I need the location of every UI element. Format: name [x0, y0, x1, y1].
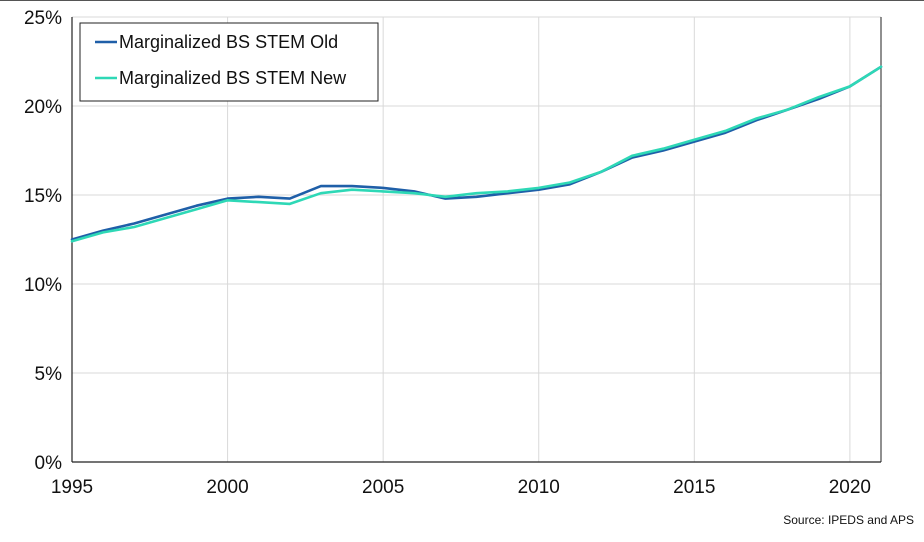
x-tick-label: 2005: [362, 477, 404, 498]
y-tick-label: 10%: [24, 275, 62, 296]
legend-label: Marginalized BS STEM New: [119, 68, 347, 88]
series-line-new: [70, 65, 883, 243]
series-line-old: [70, 65, 883, 241]
grid-lines: [72, 16, 881, 462]
x-axis-ticks: 1995 2000 2005 2010 2015 2020: [51, 477, 871, 498]
y-tick-label: 5%: [35, 364, 63, 385]
x-tick-label: 2015: [673, 477, 715, 498]
y-tick-label: 15%: [24, 186, 62, 207]
x-tick-label: 2020: [829, 477, 871, 498]
y-tick-label: 0%: [35, 453, 63, 474]
legend-box: [79, 22, 379, 102]
y-tick-label: 20%: [24, 97, 62, 118]
legend-label: Marginalized BS STEM Old: [119, 32, 338, 52]
x-tick-label: 2010: [518, 477, 560, 498]
source-note: Source: IPEDS and APS: [783, 513, 914, 527]
y-tick-label: 25%: [24, 8, 62, 29]
legend: Marginalized BS STEM Old Marginalized BS …: [79, 22, 379, 102]
data-series: [70, 65, 883, 243]
x-tick-label: 1995: [51, 477, 93, 498]
x-tick-label: 2000: [206, 477, 248, 498]
y-axis-ticks: 0% 5% 10% 15% 20% 25%: [24, 8, 62, 474]
